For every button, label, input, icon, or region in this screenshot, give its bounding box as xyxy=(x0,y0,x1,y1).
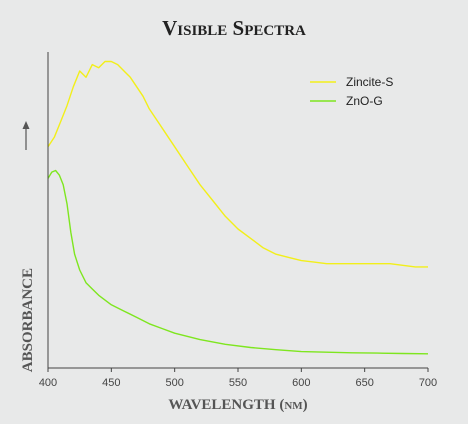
x-ticks: 400 450 500 550 600 650 700 xyxy=(39,368,437,389)
x-tick-label: 550 xyxy=(229,377,247,389)
x-tick-label: 500 xyxy=(165,377,183,389)
plot-area xyxy=(47,60,429,355)
series-line-zno-g xyxy=(47,169,429,355)
chart-title: Visible Spectra xyxy=(162,16,306,40)
x-tick-label: 700 xyxy=(419,377,437,389)
up-arrow-icon xyxy=(22,121,30,129)
x-axis-title: WAVELENGTH (nm) xyxy=(168,397,307,413)
y-axis-title-group: ABSORBANCE xyxy=(20,121,36,372)
legend-label-zno: ZnO-G xyxy=(346,94,383,108)
series-line-zincite-s xyxy=(47,60,428,268)
x-tick-label: 600 xyxy=(292,377,310,389)
x-tick-label: 400 xyxy=(39,377,57,389)
y-axis-title: ABSORBANCE xyxy=(20,268,36,372)
legend-label-zincite: Zincite-S xyxy=(346,75,393,89)
legend: Zincite-S ZnO-G xyxy=(310,75,393,108)
x-tick-label: 650 xyxy=(355,377,373,389)
x-tick-label: 450 xyxy=(102,377,120,389)
